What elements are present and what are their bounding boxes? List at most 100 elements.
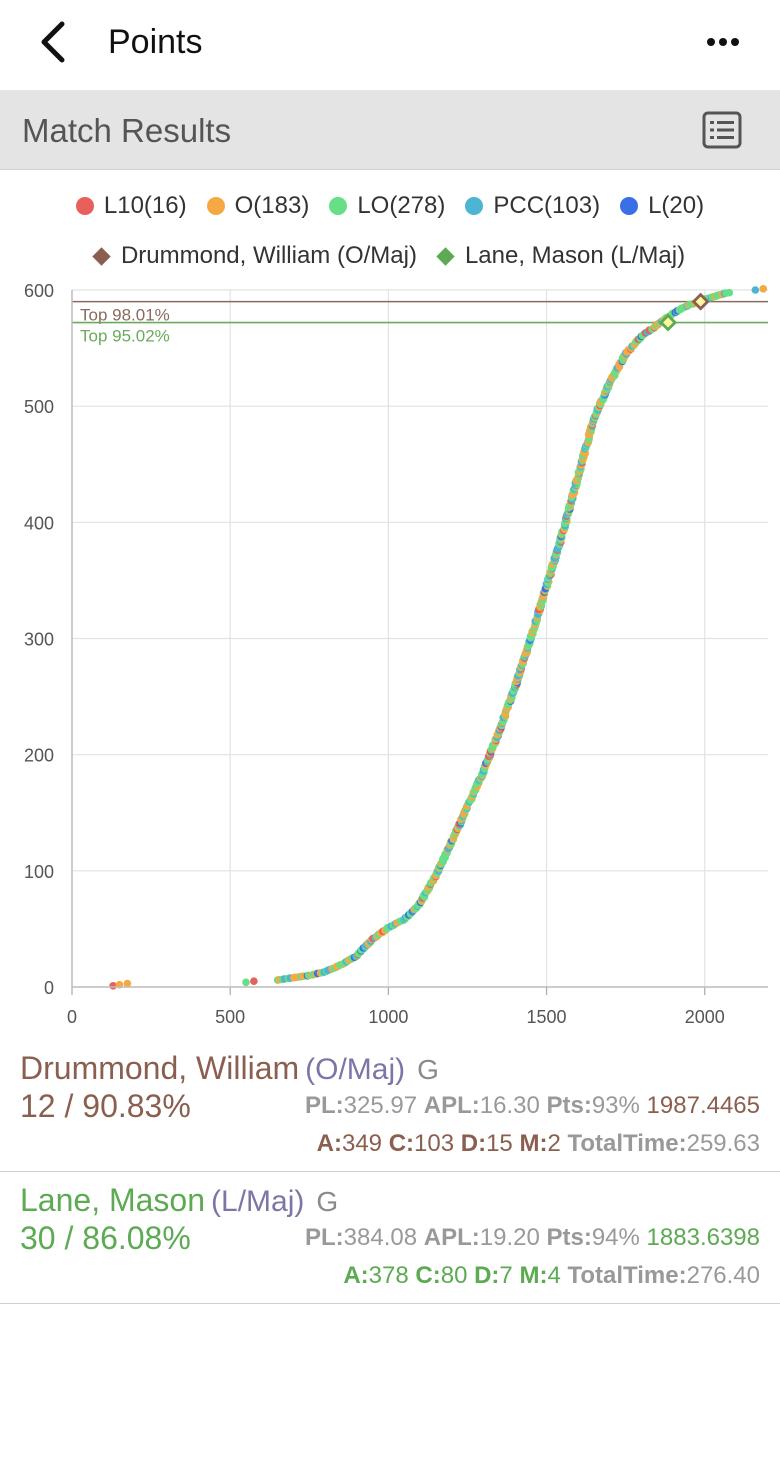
a-label: A:: [316, 1130, 342, 1157]
player-grade: G: [417, 1054, 439, 1085]
c-label: C:: [415, 1262, 441, 1289]
player-card-lane[interactable]: Lane, Mason (L/Maj) G 30 / 86.08% PL:384.0…: [0, 1172, 780, 1304]
d-label: D:: [460, 1130, 487, 1157]
legend-label: Lane, Mason (L/Maj): [464, 242, 686, 269]
pts-label: Pts:: [546, 1092, 592, 1119]
player-rank: 12 / 90.83%: [20, 1088, 191, 1124]
m-value: 4: [547, 1262, 561, 1289]
player-division: (O/Maj): [305, 1053, 406, 1086]
player-division: (L/Maj): [211, 1185, 305, 1218]
pl-value: 325.97: [343, 1092, 418, 1119]
player-marker-inner: [695, 296, 706, 307]
player-name-line: Lane, Mason (L/Maj) G: [20, 1182, 338, 1219]
percentile-label: Top 98.01%: [80, 306, 170, 325]
legend-dot: [75, 197, 94, 215]
more-dot: [731, 38, 739, 46]
apl-label: APL:: [423, 1224, 480, 1251]
data-point: [109, 982, 117, 990]
data-point: [250, 977, 258, 985]
y-tick-label: 300: [24, 630, 54, 650]
player-card-drummond[interactable]: Drummond, William (O/Maj) G 12 / 90.83% PL…: [0, 1040, 780, 1172]
data-point: [725, 288, 734, 297]
legend-item-o[interactable]: O(183): [206, 192, 310, 220]
x-tick-label: 1000: [368, 1007, 408, 1027]
pts-value: 93%: [591, 1092, 640, 1119]
legend-label: PCC(103): [493, 192, 601, 219]
a-value: 378: [368, 1262, 409, 1289]
legend-item-lo[interactable]: LO(278): [329, 192, 445, 220]
d-value: 15: [486, 1130, 513, 1157]
data-point: [242, 978, 250, 987]
legend-label: L10(16): [103, 192, 187, 219]
more-dot: [719, 38, 727, 46]
player-rank: 30 / 86.08%: [20, 1220, 191, 1256]
player-name-line: Drummond, William (O/Maj) G: [20, 1050, 439, 1087]
legend-item-drummond[interactable]: Drummond, William (O/Maj): [92, 242, 417, 270]
y-tick-label: 500: [24, 397, 54, 417]
x-tick-label: 2000: [685, 1007, 725, 1027]
total-time-value: 259.63: [686, 1130, 760, 1157]
c-value: 103: [414, 1130, 455, 1157]
legend-categories: L10(16) O(183) LO(278) PCC(103) L(20): [0, 192, 780, 220]
legend-label: Drummond, William (O/Maj): [120, 242, 417, 269]
c-label: C:: [388, 1130, 415, 1157]
apl-label: APL:: [423, 1092, 480, 1119]
points-scatter-chart[interactable]: Top 98.01% Top 95.02% 0 100 200 300 400 500 600…: [0, 270, 780, 1040]
total-time-label: TotalTime:: [567, 1130, 687, 1157]
section-title: Match Results: [22, 112, 232, 149]
player-stats-line-2: A:349 C:103 D:15 M:2 TotalTime:259.63: [317, 1130, 760, 1158]
more-options-button[interactable]: [700, 22, 746, 62]
section-header: Match Results: [0, 90, 780, 170]
y-tick-label: 200: [24, 746, 54, 766]
player-stats-line-2: A:378 C:80 D:7 M:4 TotalTime:276.40: [343, 1262, 760, 1290]
hit-factor: 1883.6398: [646, 1224, 760, 1251]
m-value: 2: [547, 1130, 561, 1157]
legend-label: LO(278): [357, 192, 446, 219]
legend-label: L(20): [648, 192, 705, 219]
data-point: [751, 286, 760, 294]
pl-value: 384.08: [343, 1224, 418, 1251]
pts-label: Pts:: [546, 1224, 592, 1251]
legend-players: Drummond, William (O/Maj) Lane, Mason (L…: [0, 242, 780, 270]
total-time-label: TotalTime:: [567, 1262, 687, 1289]
player-stats-line-1: PL:325.97 APL:16.30 Pts:93% 1987.4465: [305, 1092, 760, 1120]
more-horizontal-icon: [707, 38, 715, 46]
pts-value: 94%: [591, 1224, 640, 1251]
a-value: 349: [341, 1130, 383, 1157]
apl-value: 19.20: [479, 1224, 540, 1251]
percentile-label: Top 95.02%: [80, 327, 170, 346]
d-label: D:: [474, 1262, 500, 1289]
list-view-button[interactable]: [702, 111, 742, 149]
c-value: 80: [440, 1262, 468, 1289]
legend-item-pcc[interactable]: PCC(103): [465, 192, 600, 220]
x-tick-label: 1500: [527, 1007, 567, 1027]
player-name: Drummond, William: [20, 1050, 300, 1086]
player-name: Lane, Mason: [20, 1182, 206, 1218]
player-grade: G: [316, 1186, 339, 1217]
y-tick-label: 400: [24, 513, 54, 533]
m-label: M:: [519, 1262, 548, 1289]
page-title: Points: [108, 23, 203, 61]
list-view-icon: [702, 111, 742, 149]
apl-value: 16.30: [479, 1092, 540, 1119]
data-point: [759, 285, 768, 293]
legend-item-lane[interactable]: Lane, Mason (L/Maj): [436, 242, 686, 270]
player-stats-line-1: PL:384.08 APL:19.20 Pts:94% 1883.6398: [305, 1224, 760, 1252]
legend-dot: [206, 197, 225, 215]
legend-dot: [620, 197, 639, 215]
legend-item-l[interactable]: L(20): [620, 192, 704, 220]
pl-label: PL:: [305, 1092, 344, 1119]
total-time-value: 276.40: [686, 1262, 760, 1289]
legend-item-l10[interactable]: L10(16): [75, 192, 187, 220]
chevron-left-icon: [41, 21, 65, 63]
pl-label: PL:: [305, 1224, 344, 1251]
back-button[interactable]: [30, 18, 80, 68]
m-label: M:: [519, 1130, 548, 1157]
legend-label: O(183): [234, 192, 310, 219]
diamond-icon: [92, 246, 111, 266]
y-tick-label: 100: [24, 862, 54, 882]
y-tick-label: 600: [24, 281, 54, 301]
legend-dot: [329, 197, 348, 215]
top-bar: Points: [0, 0, 780, 90]
diamond-icon: [436, 246, 455, 266]
